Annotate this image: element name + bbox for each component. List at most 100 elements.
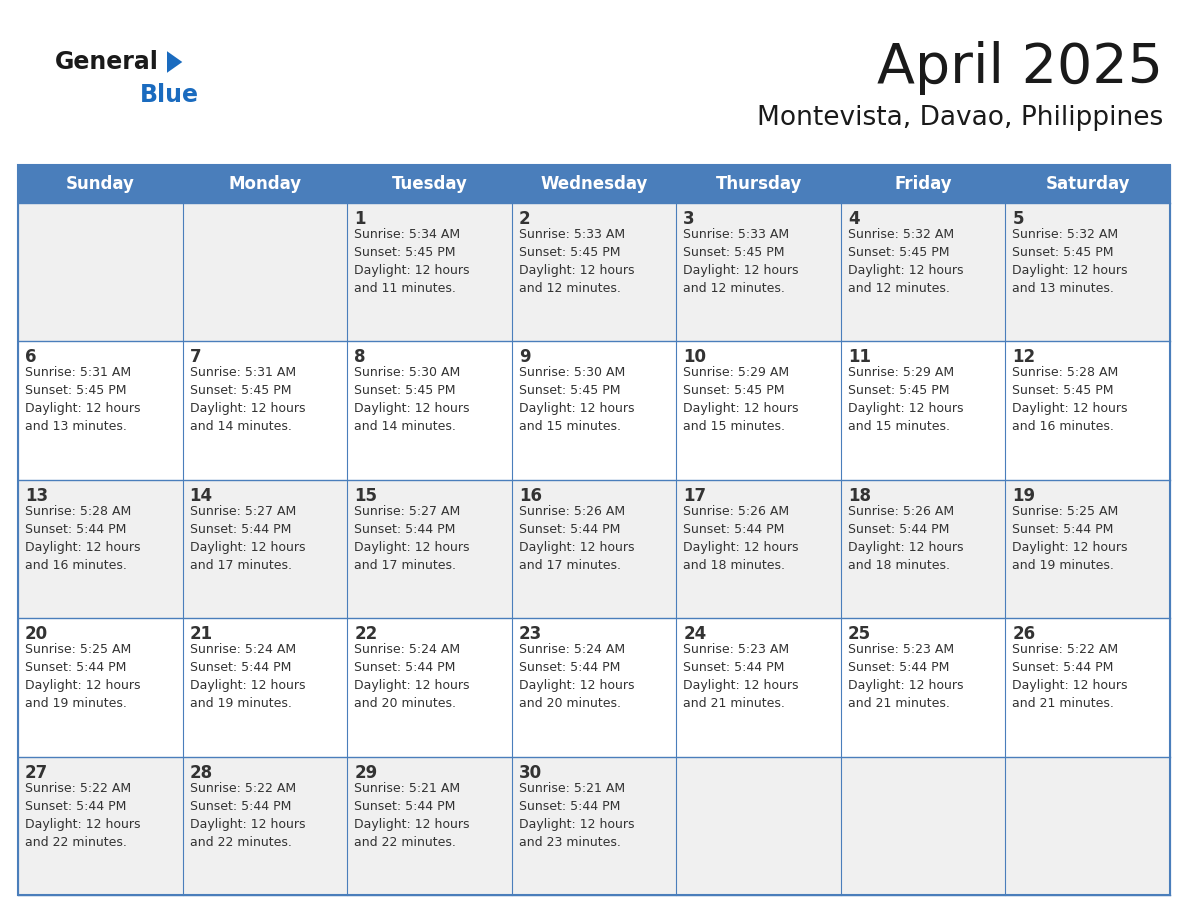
Text: General: General bbox=[55, 50, 159, 74]
Bar bbox=[512, 618, 676, 756]
Text: 16: 16 bbox=[519, 487, 542, 505]
Text: April 2025: April 2025 bbox=[877, 41, 1163, 95]
Bar bbox=[1005, 480, 1170, 618]
Text: Sunday: Sunday bbox=[65, 175, 134, 193]
Text: Sunrise: 5:21 AM
Sunset: 5:44 PM
Daylight: 12 hours
and 22 minutes.: Sunrise: 5:21 AM Sunset: 5:44 PM Dayligh… bbox=[354, 781, 469, 848]
Bar bbox=[1005, 618, 1170, 756]
Text: 6: 6 bbox=[25, 349, 37, 366]
Bar bbox=[347, 618, 512, 756]
Text: 10: 10 bbox=[683, 349, 707, 366]
Bar bbox=[18, 618, 183, 756]
Bar bbox=[676, 756, 841, 895]
Text: 28: 28 bbox=[190, 764, 213, 781]
Text: Monday: Monday bbox=[228, 175, 302, 193]
Text: 17: 17 bbox=[683, 487, 707, 505]
Text: 8: 8 bbox=[354, 349, 366, 366]
Bar bbox=[512, 203, 676, 341]
Text: 3: 3 bbox=[683, 210, 695, 228]
Text: Sunrise: 5:22 AM
Sunset: 5:44 PM
Daylight: 12 hours
and 22 minutes.: Sunrise: 5:22 AM Sunset: 5:44 PM Dayligh… bbox=[190, 781, 305, 848]
Bar bbox=[183, 480, 347, 618]
Text: Sunrise: 5:28 AM
Sunset: 5:44 PM
Daylight: 12 hours
and 16 minutes.: Sunrise: 5:28 AM Sunset: 5:44 PM Dayligh… bbox=[25, 505, 140, 572]
Bar bbox=[18, 480, 183, 618]
Bar bbox=[347, 480, 512, 618]
Bar bbox=[347, 341, 512, 480]
Text: 11: 11 bbox=[848, 349, 871, 366]
Bar bbox=[18, 165, 1170, 895]
Text: 25: 25 bbox=[848, 625, 871, 644]
Bar bbox=[18, 756, 183, 895]
Text: 29: 29 bbox=[354, 764, 378, 781]
Text: Friday: Friday bbox=[895, 175, 952, 193]
Text: Sunrise: 5:31 AM
Sunset: 5:45 PM
Daylight: 12 hours
and 13 minutes.: Sunrise: 5:31 AM Sunset: 5:45 PM Dayligh… bbox=[25, 366, 140, 433]
Text: Sunrise: 5:32 AM
Sunset: 5:45 PM
Daylight: 12 hours
and 12 minutes.: Sunrise: 5:32 AM Sunset: 5:45 PM Dayligh… bbox=[848, 228, 963, 295]
Text: Sunrise: 5:26 AM
Sunset: 5:44 PM
Daylight: 12 hours
and 18 minutes.: Sunrise: 5:26 AM Sunset: 5:44 PM Dayligh… bbox=[848, 505, 963, 572]
Text: 30: 30 bbox=[519, 764, 542, 781]
Text: 20: 20 bbox=[25, 625, 49, 644]
Bar bbox=[512, 341, 676, 480]
Text: Sunrise: 5:32 AM
Sunset: 5:45 PM
Daylight: 12 hours
and 13 minutes.: Sunrise: 5:32 AM Sunset: 5:45 PM Dayligh… bbox=[1012, 228, 1127, 295]
Bar bbox=[676, 480, 841, 618]
Bar bbox=[183, 341, 347, 480]
Bar bbox=[1005, 165, 1170, 203]
Text: Sunrise: 5:27 AM
Sunset: 5:44 PM
Daylight: 12 hours
and 17 minutes.: Sunrise: 5:27 AM Sunset: 5:44 PM Dayligh… bbox=[190, 505, 305, 572]
Text: Sunrise: 5:26 AM
Sunset: 5:44 PM
Daylight: 12 hours
and 17 minutes.: Sunrise: 5:26 AM Sunset: 5:44 PM Dayligh… bbox=[519, 505, 634, 572]
Text: Sunrise: 5:26 AM
Sunset: 5:44 PM
Daylight: 12 hours
and 18 minutes.: Sunrise: 5:26 AM Sunset: 5:44 PM Dayligh… bbox=[683, 505, 798, 572]
Text: Sunrise: 5:29 AM
Sunset: 5:45 PM
Daylight: 12 hours
and 15 minutes.: Sunrise: 5:29 AM Sunset: 5:45 PM Dayligh… bbox=[683, 366, 798, 433]
Text: 9: 9 bbox=[519, 349, 530, 366]
Bar bbox=[676, 341, 841, 480]
Text: 23: 23 bbox=[519, 625, 542, 644]
Bar bbox=[1005, 341, 1170, 480]
Text: 14: 14 bbox=[190, 487, 213, 505]
Bar bbox=[183, 165, 347, 203]
Bar bbox=[841, 341, 1005, 480]
Text: Sunrise: 5:31 AM
Sunset: 5:45 PM
Daylight: 12 hours
and 14 minutes.: Sunrise: 5:31 AM Sunset: 5:45 PM Dayligh… bbox=[190, 366, 305, 433]
Bar bbox=[676, 165, 841, 203]
Text: Sunrise: 5:29 AM
Sunset: 5:45 PM
Daylight: 12 hours
and 15 minutes.: Sunrise: 5:29 AM Sunset: 5:45 PM Dayligh… bbox=[848, 366, 963, 433]
Bar bbox=[18, 165, 183, 203]
Text: Sunrise: 5:30 AM
Sunset: 5:45 PM
Daylight: 12 hours
and 14 minutes.: Sunrise: 5:30 AM Sunset: 5:45 PM Dayligh… bbox=[354, 366, 469, 433]
Text: 24: 24 bbox=[683, 625, 707, 644]
Text: 18: 18 bbox=[848, 487, 871, 505]
Bar bbox=[18, 341, 183, 480]
Bar bbox=[1005, 203, 1170, 341]
Text: 12: 12 bbox=[1012, 349, 1036, 366]
Text: Sunrise: 5:22 AM
Sunset: 5:44 PM
Daylight: 12 hours
and 21 minutes.: Sunrise: 5:22 AM Sunset: 5:44 PM Dayligh… bbox=[1012, 644, 1127, 711]
Text: 13: 13 bbox=[25, 487, 49, 505]
Text: Sunrise: 5:30 AM
Sunset: 5:45 PM
Daylight: 12 hours
and 15 minutes.: Sunrise: 5:30 AM Sunset: 5:45 PM Dayligh… bbox=[519, 366, 634, 433]
Bar bbox=[841, 165, 1005, 203]
Text: 19: 19 bbox=[1012, 487, 1036, 505]
Text: 2: 2 bbox=[519, 210, 530, 228]
Text: 7: 7 bbox=[190, 349, 201, 366]
Text: Sunrise: 5:24 AM
Sunset: 5:44 PM
Daylight: 12 hours
and 19 minutes.: Sunrise: 5:24 AM Sunset: 5:44 PM Dayligh… bbox=[190, 644, 305, 711]
Text: Montevista, Davao, Philippines: Montevista, Davao, Philippines bbox=[757, 105, 1163, 131]
Text: Thursday: Thursday bbox=[715, 175, 802, 193]
Bar bbox=[512, 480, 676, 618]
Bar bbox=[676, 203, 841, 341]
Text: Sunrise: 5:33 AM
Sunset: 5:45 PM
Daylight: 12 hours
and 12 minutes.: Sunrise: 5:33 AM Sunset: 5:45 PM Dayligh… bbox=[519, 228, 634, 295]
Bar bbox=[841, 480, 1005, 618]
Text: Sunrise: 5:24 AM
Sunset: 5:44 PM
Daylight: 12 hours
and 20 minutes.: Sunrise: 5:24 AM Sunset: 5:44 PM Dayligh… bbox=[354, 644, 469, 711]
Text: 22: 22 bbox=[354, 625, 378, 644]
Bar bbox=[347, 203, 512, 341]
Bar bbox=[18, 203, 183, 341]
Bar bbox=[183, 756, 347, 895]
Text: Sunrise: 5:34 AM
Sunset: 5:45 PM
Daylight: 12 hours
and 11 minutes.: Sunrise: 5:34 AM Sunset: 5:45 PM Dayligh… bbox=[354, 228, 469, 295]
Bar bbox=[183, 203, 347, 341]
Text: Sunrise: 5:21 AM
Sunset: 5:44 PM
Daylight: 12 hours
and 23 minutes.: Sunrise: 5:21 AM Sunset: 5:44 PM Dayligh… bbox=[519, 781, 634, 848]
Bar bbox=[512, 756, 676, 895]
Text: Sunrise: 5:24 AM
Sunset: 5:44 PM
Daylight: 12 hours
and 20 minutes.: Sunrise: 5:24 AM Sunset: 5:44 PM Dayligh… bbox=[519, 644, 634, 711]
Bar bbox=[183, 618, 347, 756]
Text: 15: 15 bbox=[354, 487, 377, 505]
Text: 1: 1 bbox=[354, 210, 366, 228]
Bar bbox=[841, 203, 1005, 341]
Bar bbox=[841, 756, 1005, 895]
Text: Sunrise: 5:23 AM
Sunset: 5:44 PM
Daylight: 12 hours
and 21 minutes.: Sunrise: 5:23 AM Sunset: 5:44 PM Dayligh… bbox=[848, 644, 963, 711]
Text: Wednesday: Wednesday bbox=[541, 175, 647, 193]
Bar bbox=[676, 618, 841, 756]
Polygon shape bbox=[168, 51, 182, 73]
Text: Tuesday: Tuesday bbox=[392, 175, 467, 193]
Text: Sunrise: 5:33 AM
Sunset: 5:45 PM
Daylight: 12 hours
and 12 minutes.: Sunrise: 5:33 AM Sunset: 5:45 PM Dayligh… bbox=[683, 228, 798, 295]
Text: Sunrise: 5:25 AM
Sunset: 5:44 PM
Daylight: 12 hours
and 19 minutes.: Sunrise: 5:25 AM Sunset: 5:44 PM Dayligh… bbox=[25, 644, 140, 711]
Bar bbox=[841, 618, 1005, 756]
Bar bbox=[1005, 756, 1170, 895]
